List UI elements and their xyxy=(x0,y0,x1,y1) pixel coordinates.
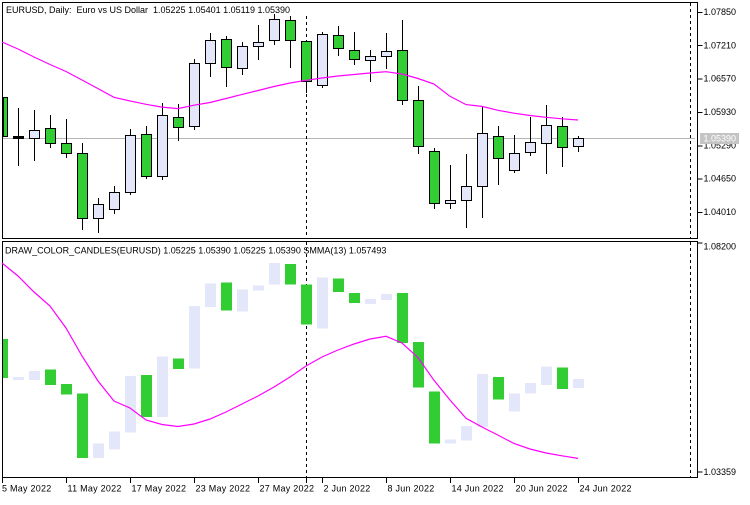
svg-text:1.03359: 1.03359 xyxy=(704,467,737,477)
svg-text:14 Jun 2022: 14 Jun 2022 xyxy=(452,484,504,494)
svg-text:DRAW_COLOR_CANDLES(EURUSD) 1.0: DRAW_COLOR_CANDLES(EURUSD) 1.05225 1.053… xyxy=(5,246,386,256)
svg-text:1.05290: 1.05290 xyxy=(704,140,737,150)
svg-text:1.07210: 1.07210 xyxy=(704,40,737,50)
svg-text:11 May 2022: 11 May 2022 xyxy=(68,484,122,494)
svg-text:1.05930: 1.05930 xyxy=(704,107,737,117)
svg-text:EURUSD, Daily: Euro vs US Dol: EURUSD, Daily: Euro vs US Dollar 1.05225… xyxy=(6,5,290,15)
svg-text:1.04010: 1.04010 xyxy=(704,207,737,217)
svg-text:1.08200: 1.08200 xyxy=(704,242,737,252)
svg-text:1.06570: 1.06570 xyxy=(704,74,737,84)
svg-text:2 Jun 2022: 2 Jun 2022 xyxy=(324,484,371,494)
svg-text:23 May 2022: 23 May 2022 xyxy=(196,484,251,494)
svg-text:1.07850: 1.07850 xyxy=(704,7,737,17)
svg-text:24 Jun 2022: 24 Jun 2022 xyxy=(580,484,632,494)
svg-text:5 May 2022: 5 May 2022 xyxy=(2,484,52,494)
svg-text:1.05390: 1.05390 xyxy=(704,134,737,144)
svg-text:17 May 2022: 17 May 2022 xyxy=(132,484,187,494)
svg-text:20 Jun 2022: 20 Jun 2022 xyxy=(516,484,568,494)
svg-text:1.04650: 1.04650 xyxy=(704,174,737,184)
svg-text:8 Jun 2022: 8 Jun 2022 xyxy=(388,484,435,494)
svg-text:27 May 2022: 27 May 2022 xyxy=(260,484,315,494)
